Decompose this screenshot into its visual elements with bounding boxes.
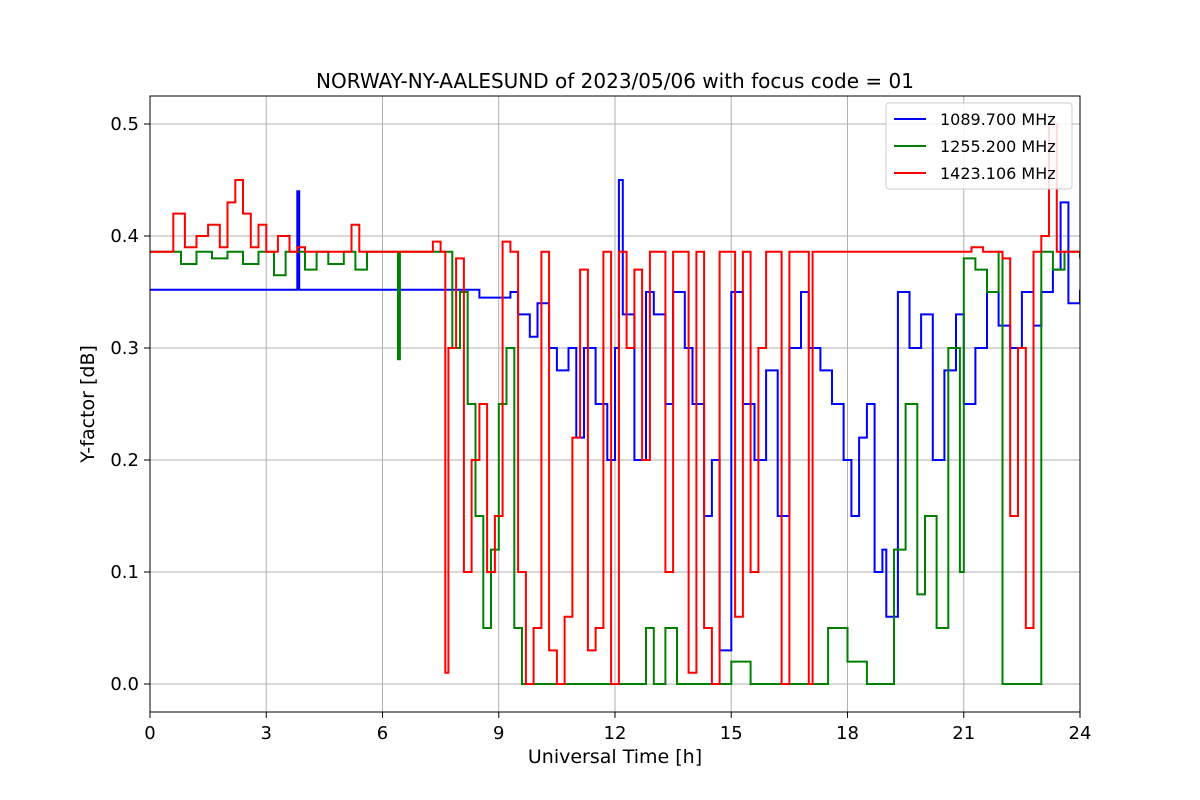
series-line-0	[150, 179, 1080, 652]
legend: 1089.700 MHz 1255.200 MHz 1423.106 MHz	[885, 102, 1073, 190]
y-tick-label: 0.1	[110, 562, 139, 583]
y-tick-label: 0.5	[110, 114, 139, 135]
x-tick-label: 21	[952, 723, 975, 744]
y-tick-label: 0.2	[110, 450, 139, 471]
x-tick-label: 3	[261, 723, 272, 744]
x-tick-label: 6	[377, 723, 388, 744]
series-line-2	[150, 123, 1080, 685]
y-axis-label: Y-factor [dB]	[77, 345, 99, 464]
x-tick-label: 12	[604, 723, 627, 744]
legend-box	[885, 102, 1073, 190]
legend-label-2: 1423.106 MHz	[940, 164, 1056, 183]
x-tick-label: 9	[493, 723, 504, 744]
legend-label-0: 1089.700 MHz	[940, 110, 1056, 129]
x-tick-label: 18	[836, 723, 859, 744]
x-tick-label: 15	[720, 723, 743, 744]
x-tick-label: 24	[1069, 723, 1092, 744]
series-layer	[150, 123, 1080, 685]
x-axis-label: Universal Time [h]	[528, 746, 702, 768]
y-tick-label: 0.4	[110, 226, 139, 247]
chart-title: NORWAY-NY-AALESUND of 2023/05/06 with fo…	[316, 69, 914, 93]
ticks: 0 3 6 9 12 15 18 21 24 0.0 0.1 0.2 0.3 0.4 0.5	[110, 114, 1091, 744]
series-line-1	[150, 250, 1080, 685]
x-tick-label: 0	[144, 723, 155, 744]
y-tick-label: 0.3	[110, 338, 139, 359]
y-tick-label: 0.0	[110, 674, 139, 695]
legend-label-1: 1255.200 MHz	[940, 137, 1056, 156]
